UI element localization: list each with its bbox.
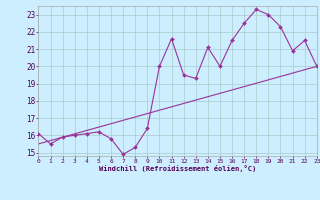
X-axis label: Windchill (Refroidissement éolien,°C): Windchill (Refroidissement éolien,°C) xyxy=(99,165,256,172)
